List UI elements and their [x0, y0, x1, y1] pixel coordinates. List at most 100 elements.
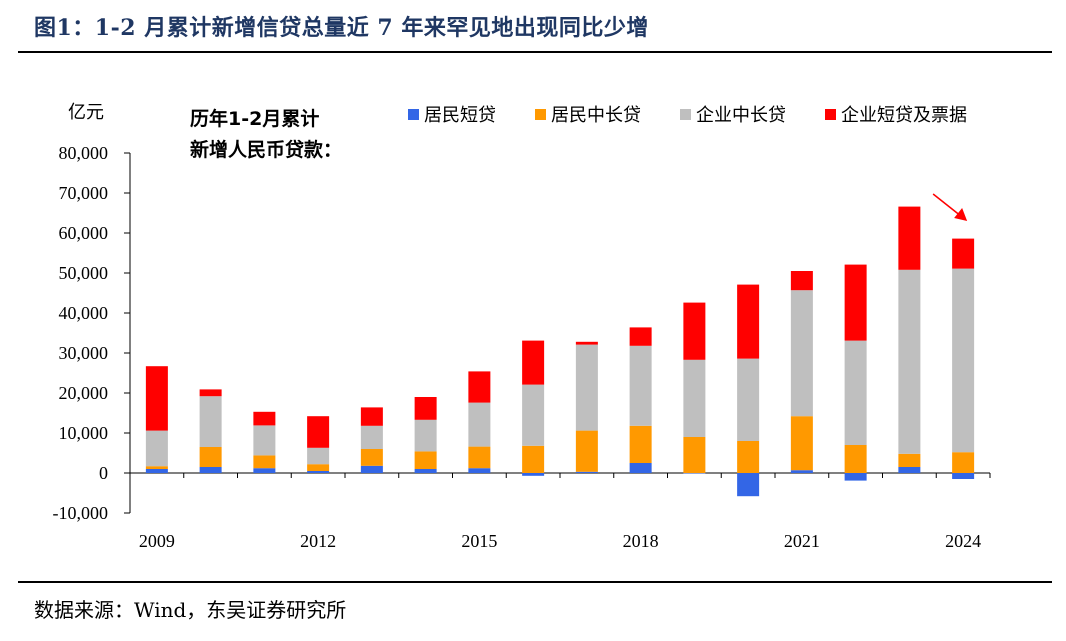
- chart-annotation-line1: 历年1-2月累计: [190, 107, 319, 130]
- bar-segment: [683, 437, 706, 473]
- bar-segment: [952, 238, 975, 269]
- figure-title: 图1：1-2 月累计新增信贷总量近 7 年来罕见地出现同比少增: [34, 15, 649, 41]
- bar-segment: [629, 345, 652, 426]
- bar-segment: [952, 473, 975, 479]
- legend-label: 企业中长贷: [696, 105, 786, 126]
- bar-segment: [253, 425, 276, 456]
- bar-segment: [145, 466, 168, 469]
- x-tick-label: 2009: [139, 531, 175, 551]
- y-tick-label: 50,000: [59, 263, 109, 283]
- bar-segment: [253, 468, 276, 473]
- chart-annotation-line2: 新增人民币贷款：: [190, 138, 342, 161]
- bar-segment: [790, 290, 813, 417]
- bar-segment: [145, 366, 168, 431]
- bar-segment: [199, 467, 222, 473]
- bar-segment: [737, 284, 760, 359]
- bar-segment: [522, 340, 545, 385]
- x-axis: 2009 2012 2015 2018 2021 2024: [129, 472, 991, 551]
- bar-segment: [414, 451, 437, 469]
- bar-segment: [952, 452, 975, 473]
- x-tick-label: 2018: [623, 531, 659, 551]
- bar-segment: [737, 473, 760, 497]
- y-tick-label: 10,000: [59, 423, 109, 443]
- y-tick-label: 0: [99, 463, 108, 483]
- legend-swatch: [680, 109, 691, 120]
- bar-segment: [145, 430, 168, 467]
- bar-segment: [307, 464, 330, 471]
- bar-segment: [253, 411, 276, 426]
- bar-segment: [145, 469, 168, 473]
- bar-segment: [199, 447, 222, 467]
- bar-segment: [360, 425, 383, 449]
- bar-segment: [468, 446, 491, 469]
- legend-swatch: [408, 109, 419, 120]
- y-tick-label: 20,000: [59, 383, 109, 403]
- bars: [145, 206, 975, 497]
- bar-segment: [468, 371, 491, 403]
- y-tick-label: 70,000: [59, 183, 109, 203]
- bar-segment: [952, 268, 975, 453]
- bar-segment: [629, 425, 652, 463]
- y-tick-label: 40,000: [59, 303, 109, 323]
- x-tick-label: 2024: [945, 531, 981, 551]
- bar-segment: [737, 441, 760, 473]
- bar-segment: [790, 470, 813, 473]
- y-tick-label: 30,000: [59, 343, 109, 363]
- bar-segment: [683, 359, 706, 437]
- legend-label: 居民短贷: [424, 105, 496, 126]
- arrow-head: [954, 208, 968, 221]
- y-unit-label: 亿元: [68, 102, 104, 122]
- bar-segment: [522, 384, 545, 446]
- legend-label: 居民中长贷: [551, 105, 641, 126]
- bar-segment: [737, 358, 760, 441]
- bar-segment: [468, 468, 491, 473]
- bar-segment: [414, 419, 437, 452]
- title-rule: [18, 51, 1052, 53]
- bar-segment: [522, 445, 545, 473]
- bar-segment: [307, 416, 330, 448]
- y-axis: -10,000 0 10,000 20,000 30,000 40,000 50,000 60…: [53, 143, 131, 523]
- bar-segment: [468, 402, 491, 447]
- bar-segment: [683, 302, 706, 360]
- bar-segment: [844, 340, 867, 445]
- red-arrow-annotation: [932, 193, 968, 221]
- legend-label: 企业短贷及票据: [841, 105, 967, 126]
- bar-segment: [898, 467, 921, 473]
- arrow-shaft: [932, 193, 963, 218]
- x-tick-label: 2015: [461, 531, 497, 551]
- bar-segment: [575, 341, 598, 345]
- bar-segment: [575, 471, 598, 473]
- bar-segment: [629, 463, 652, 473]
- x-tick-label: 2012: [300, 531, 336, 551]
- bar-segment: [790, 416, 813, 471]
- legend-swatch: [535, 109, 546, 120]
- bar-segment: [307, 447, 330, 465]
- source-rule: [18, 581, 1052, 583]
- bar-segment: [629, 327, 652, 346]
- bar-segment: [360, 407, 383, 426]
- bar-segment: [360, 465, 383, 473]
- bar-segment: [844, 473, 867, 481]
- bar-segment: [844, 445, 867, 473]
- y-tick-label: -10,000: [53, 503, 109, 523]
- bar-segment: [790, 271, 813, 291]
- bar-segment: [522, 473, 545, 476]
- bar-segment: [898, 269, 921, 454]
- bar-segment: [360, 449, 383, 466]
- legend-swatch: [825, 109, 836, 120]
- bar-segment: [307, 471, 330, 473]
- bar-segment: [575, 344, 598, 431]
- bar-segment: [253, 455, 276, 469]
- bar-segment: [844, 264, 867, 341]
- bar-segment: [414, 469, 437, 473]
- x-tick-label: 2021: [784, 531, 820, 551]
- source-note: 数据来源：Wind，东吴证券研究所: [34, 598, 347, 622]
- bar-segment: [898, 206, 921, 270]
- chart-legend: 居民短贷 居民中长贷 企业中长贷 企业短贷及票据: [408, 105, 967, 126]
- bar-segment: [575, 430, 598, 472]
- y-tick-label: 60,000: [59, 223, 109, 243]
- y-tick-label: 80,000: [59, 143, 109, 163]
- bar-segment: [898, 453, 921, 467]
- bar-segment: [414, 397, 437, 420]
